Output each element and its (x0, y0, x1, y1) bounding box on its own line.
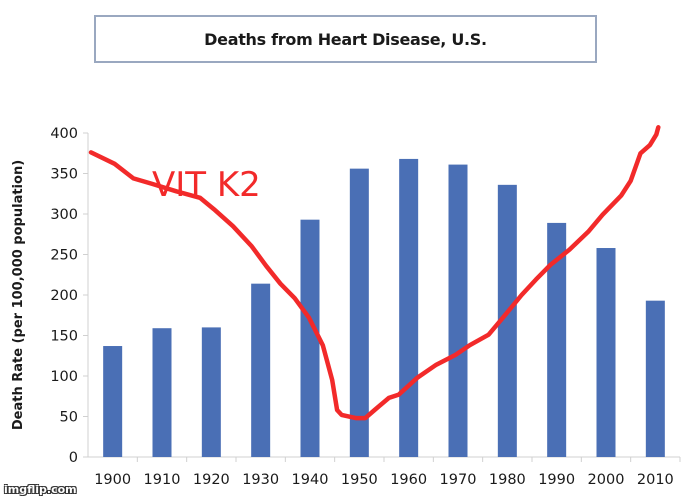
y-tick-label: 200 (50, 288, 78, 304)
y-tick-label: 150 (50, 329, 78, 345)
x-tick-label: 1950 (341, 472, 378, 488)
bar-1920 (201, 327, 221, 457)
y-tick-label: 250 (50, 248, 78, 264)
watermark: imgflip.com (4, 483, 77, 496)
x-tick-label: 2000 (588, 472, 625, 488)
y-axis-label: Death Rate (per 100,000 population) (11, 160, 26, 430)
chart-title-box: Deaths from Heart Disease, U.S. (94, 15, 597, 63)
x-tick-label: 1960 (390, 472, 427, 488)
y-tick-label: 50 (60, 410, 78, 426)
x-ticks: 1900 1910 1920 1930 1940 1950 1960 1970 1980 1990… (94, 457, 681, 488)
bars (103, 158, 665, 458)
x-tick-label: 1910 (144, 472, 181, 488)
y-tick-label: 400 (50, 126, 78, 142)
bar-1970 (448, 164, 468, 457)
bar-1900 (103, 346, 123, 457)
x-tick-label: 1980 (489, 472, 526, 488)
bar-1930 (251, 283, 271, 457)
bar-2000 (596, 248, 616, 457)
bar-2010 (645, 300, 665, 457)
bar-1950 (349, 168, 369, 457)
x-tick-label: 1940 (292, 472, 329, 488)
bar-1940 (300, 219, 320, 457)
x-tick-label: 1900 (94, 472, 131, 488)
bar-1910 (152, 328, 172, 457)
x-tick-label: 1970 (440, 472, 477, 488)
x-tick-label: 1990 (538, 472, 575, 488)
x-tick-label: 1920 (193, 472, 230, 488)
x-tick-label: 1930 (242, 472, 279, 488)
y-tick-label: 300 (50, 207, 78, 223)
vit-k2-line (88, 125, 661, 421)
vit-k2-annotation: VIT K2 (152, 165, 261, 205)
y-tick-label: 350 (50, 167, 78, 183)
y-tick-label: 0 (69, 450, 78, 466)
bar-1960 (399, 158, 419, 458)
y-ticks: 0 50 100 150 200 250 300 350 400 (50, 126, 88, 466)
chart-title: Deaths from Heart Disease, U.S. (204, 29, 487, 49)
bar-1980 (497, 184, 517, 457)
x-tick-label: 2010 (637, 472, 674, 488)
bar-1990 (547, 222, 567, 457)
y-tick-label: 100 (50, 369, 78, 385)
